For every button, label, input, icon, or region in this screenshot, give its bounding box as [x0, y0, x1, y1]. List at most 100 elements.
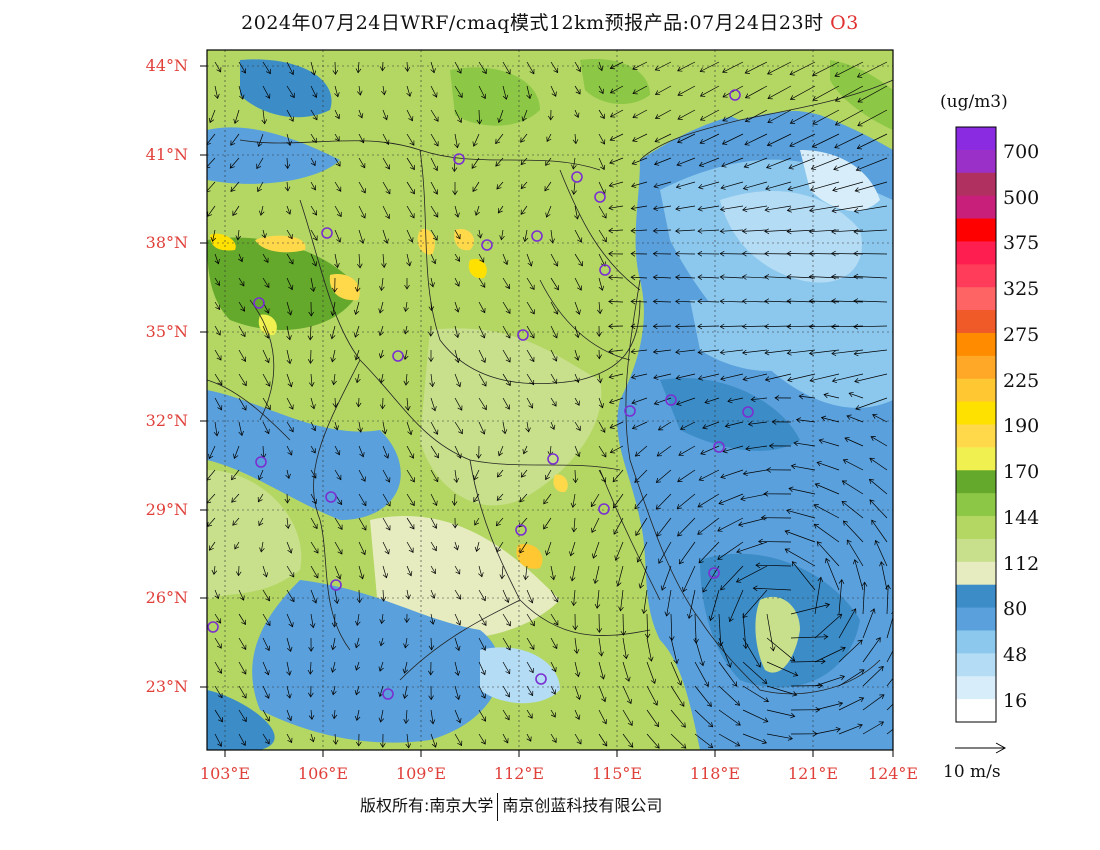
wind-arrow-head [217, 405, 223, 411]
wind-arrow [502, 325, 511, 339]
wind-arrow-head [217, 741, 223, 747]
wind-arrow [406, 229, 413, 243]
wind-reference-arrow [955, 742, 1007, 754]
wind-arrow [526, 349, 535, 362]
wind-arrow [574, 325, 579, 338]
wind-arrow [855, 181, 888, 192]
wind-arrow-head [523, 575, 529, 581]
wind-arrow-head [707, 743, 714, 749]
wind-arrow-head [609, 64, 616, 70]
wind-arrow [406, 109, 413, 121]
colorbar-swatch [956, 424, 996, 448]
wind-arrow [404, 325, 408, 334]
wind-arrow-head [755, 662, 761, 668]
wind-arrow [610, 85, 624, 94]
wind-arrow-head [454, 670, 461, 677]
wind-arrow [526, 61, 535, 74]
wind-arrow [238, 733, 246, 746]
wind-arrow [700, 85, 720, 97]
wind-arrow-head [764, 206, 770, 213]
wind-arrow [478, 85, 486, 99]
wind-arrow-head [747, 421, 753, 427]
wind-arrow [310, 349, 312, 364]
wind-arrow-head [677, 680, 683, 686]
colorbar-swatch [956, 172, 996, 197]
wind-arrow [718, 709, 741, 726]
wind-arrow [454, 613, 461, 626]
wind-arrow-head [602, 719, 607, 725]
wind-arrow [546, 541, 552, 556]
wind-arrow [853, 253, 888, 255]
wind-arrow-head [353, 332, 360, 338]
wind-arrow-head [378, 691, 384, 698]
wind-arrow-head [791, 561, 797, 567]
wind-arrow-head [577, 237, 583, 243]
wind-arrow-head [896, 638, 900, 643]
wind-arrow [722, 109, 744, 122]
wind-arrow-head [636, 557, 642, 563]
wind-arrow [286, 685, 291, 699]
wind-arrow [841, 501, 864, 519]
wind-arrow-head [433, 189, 439, 195]
wind-arrow-head [812, 71, 818, 77]
wind-arrow-head [831, 323, 836, 330]
wind-arrow-head [408, 116, 414, 122]
wind-arrow-head [360, 163, 366, 169]
wind-arrow [853, 229, 888, 233]
wind-arrow-head [403, 380, 410, 386]
wind-arrow-head [574, 332, 580, 339]
wind-arrow [502, 661, 511, 674]
wind-arrow-head [852, 559, 859, 565]
wind-arrow-head [239, 595, 245, 601]
wind-arrow-head [741, 298, 747, 305]
wind-arrow-head [474, 210, 480, 216]
wind-arrow [844, 437, 864, 447]
wind-arrow [238, 373, 247, 386]
wind-arrow [598, 109, 605, 119]
wind-arrow-head [505, 668, 511, 675]
wind-arrow-head [831, 298, 836, 304]
wind-arrow [546, 133, 552, 142]
wind-arrow-head [409, 524, 415, 530]
wind-arrow-head [576, 739, 582, 745]
wind-arrow-head [675, 183, 681, 189]
wind-arrow [646, 661, 656, 684]
wind-arrow-head [808, 323, 814, 330]
wind-arrow [677, 61, 696, 72]
wind-arrow-head [597, 378, 603, 384]
wind-arrow [286, 349, 291, 364]
wind-arrow-head [214, 593, 220, 600]
lat-label-41: 41°N [145, 145, 188, 164]
wind-arrow [502, 349, 511, 363]
wind-arrow-head [215, 304, 221, 311]
wind-arrow-head [403, 306, 409, 313]
wind-arrow-head [676, 503, 682, 510]
wind-arrow [697, 229, 720, 232]
wind-arrow-head [453, 545, 460, 551]
wind-arrow [725, 421, 744, 427]
wind-arrow-head [654, 743, 660, 749]
wind-arrow-head [698, 161, 705, 167]
wind-arrow [635, 517, 648, 536]
wind-arrow [612, 469, 624, 483]
colorbar-swatch [956, 516, 996, 540]
wind-arrow [610, 109, 624, 118]
wind-arrow [454, 253, 460, 262]
wind-arrow-head [591, 553, 598, 559]
wind-arrow [286, 61, 294, 75]
wind-arrow [622, 613, 624, 636]
wind-arrow [310, 733, 314, 742]
wind-arrow-head [544, 186, 550, 192]
colorbar-unit: (ug/m3) [940, 92, 1008, 112]
wind-arrow [214, 589, 219, 599]
wind-arrow-head [409, 477, 415, 483]
wind-arrow [792, 561, 816, 591]
wind-arrow-head [455, 382, 462, 388]
wind-arrow-head [379, 404, 386, 410]
wind-arrow-head [312, 114, 318, 121]
wind-arrow [637, 541, 648, 563]
wind-arrow [379, 325, 384, 336]
wind-arrow-head [837, 701, 844, 707]
wind-arrow-head [259, 547, 265, 553]
wind-arrow [478, 253, 485, 263]
